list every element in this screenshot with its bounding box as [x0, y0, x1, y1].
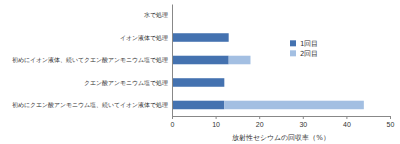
tick-label: 40	[343, 121, 351, 128]
axis-title: 放射性セシウムの回収率（%）	[232, 134, 330, 142]
tick: 10	[212, 116, 220, 128]
legend-label: 1回目	[300, 40, 318, 48]
tick: 30	[299, 116, 307, 128]
bars	[172, 33, 364, 109]
legend-item: 2回目	[290, 50, 318, 58]
legend-label: 2回目	[300, 50, 318, 58]
tick: 初めにイオン液体、続いてクエン酸アンモニウム塩で処理	[12, 56, 168, 63]
tick: 0	[171, 116, 175, 128]
axis-line	[172, 5, 173, 117]
series	[172, 33, 229, 109]
tick: 初めにクエン酸アンモニウム塩、続いてイオン液体で処理	[12, 101, 168, 108]
bar	[172, 33, 229, 42]
tick-label: 0	[171, 121, 175, 128]
tick: 水で処理	[144, 11, 168, 18]
tick-label: 20	[256, 121, 264, 128]
tick-label: クエン酸アンモニウム塩で処理	[84, 79, 168, 86]
series	[224, 56, 364, 110]
bar	[172, 101, 224, 110]
bar	[229, 56, 251, 65]
tick-label: 10	[212, 121, 220, 128]
y-axis: 水で処理イオン液体で処理初めにイオン液体、続いてクエン酸アンモニウム塩で処理クエ…	[12, 5, 173, 117]
tick-mark	[259, 116, 260, 119]
tick-mark	[390, 116, 391, 119]
tick: 20	[256, 116, 264, 128]
tick-mark	[216, 116, 217, 119]
legend-item: 1回目	[290, 40, 318, 48]
legend-swatch	[290, 40, 296, 46]
tick-mark	[346, 116, 347, 119]
bar	[224, 101, 364, 110]
tick: 50	[387, 116, 395, 128]
tick-label: 50	[387, 121, 395, 128]
tick-label: 初めにクエン酸アンモニウム塩、続いてイオン液体で処理	[12, 101, 168, 108]
bar	[224, 78, 225, 87]
tick-label: 30	[299, 121, 307, 128]
bar	[228, 33, 229, 42]
tick-label: 初めにイオン液体、続いてクエン酸アンモニウム塩で処理	[12, 56, 168, 63]
chart: 0 10 20 30 40 50 水で処理イオン液体で処理初めにイオン液体、続いてクエン酸ア…	[0, 0, 400, 144]
legend: 1回目2回目	[290, 40, 318, 58]
bar	[172, 78, 224, 87]
legend-swatch	[290, 50, 296, 56]
tick: クエン酸アンモニウム塩で処理	[84, 79, 168, 86]
tick: 40	[343, 116, 351, 128]
tick-mark	[303, 116, 304, 119]
axis-line	[173, 116, 391, 117]
x-axis: 0 10 20 30 40 50	[171, 116, 395, 128]
tick-label: イオン液体で処理	[120, 34, 168, 41]
plot: 0 10 20 30 40 50 水で処理イオン液体で処理初めにイオン液体、続いてクエン酸ア…	[12, 5, 394, 128]
bar	[172, 56, 229, 65]
tick: イオン液体で処理	[120, 34, 168, 41]
tick-label: 水で処理	[144, 11, 168, 18]
